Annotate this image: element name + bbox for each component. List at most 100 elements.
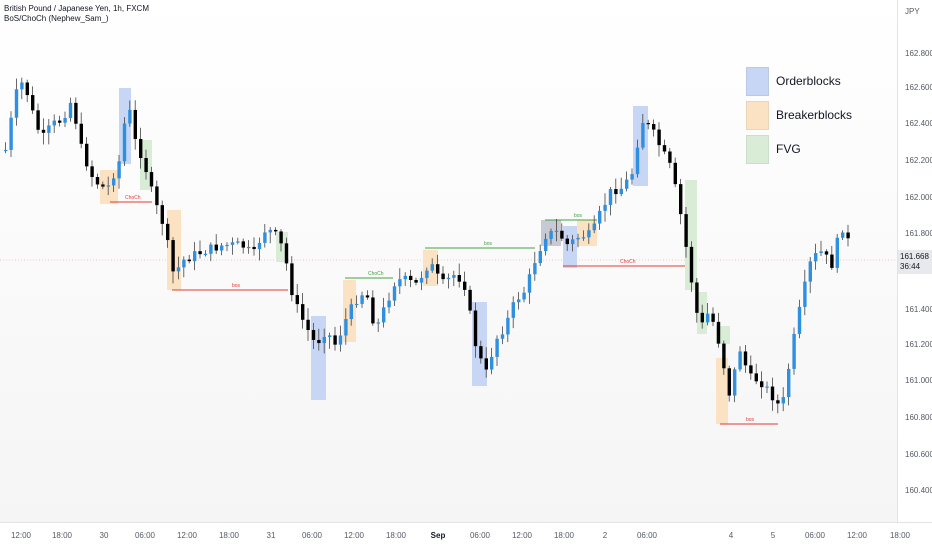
candle-body (835, 237, 839, 268)
candle-body (52, 120, 56, 126)
structure-lines: ChoCh bos ChoCh bos bos ChoCh bos (110, 195, 778, 425)
candle-body (635, 147, 640, 175)
candle-body (446, 277, 451, 280)
candle-body (252, 246, 256, 250)
fvg-zone (685, 180, 697, 290)
candle-body (495, 338, 499, 357)
time-tick: 06:00 (134, 531, 156, 540)
last-price-value: 161.668 (900, 252, 929, 261)
candle-body (79, 123, 83, 144)
candle-body (31, 95, 35, 111)
candle-body (554, 230, 559, 232)
candle-body (182, 259, 186, 268)
chart-area[interactable]: ChoCh bos ChoCh bos bos ChoCh bos Britis… (0, 0, 897, 522)
candlestick-chart[interactable]: ChoCh bos ChoCh bos bos ChoCh bos (0, 0, 897, 522)
candle-body (549, 231, 553, 239)
candle-body (511, 302, 515, 318)
candle-body (571, 239, 575, 245)
time-tick: 12:00 (846, 531, 868, 540)
price-axis[interactable]: JPY 162.800 162.600 162.400 162.200 162.… (897, 0, 932, 522)
candle-body (614, 189, 618, 195)
candle-body (301, 304, 305, 320)
candle-body (581, 237, 586, 239)
choch-label: ChoCh (368, 271, 384, 277)
candle-body (403, 275, 407, 280)
candles (4, 77, 850, 414)
candle-body (230, 242, 235, 245)
indicator-title[interactable]: BoS/ChoCh (Nephew_Sam_) (4, 14, 109, 23)
candle-body (565, 238, 569, 245)
breakerblock-zone (577, 220, 597, 246)
candle-body (225, 244, 229, 247)
candle-body (144, 158, 148, 173)
candle-body (220, 245, 224, 251)
price-tick: 162.400 (905, 119, 932, 128)
time-tick: 31 (266, 531, 276, 540)
time-tick: 12:00 (10, 531, 32, 540)
candle-body (662, 145, 667, 152)
candle-body (311, 330, 316, 340)
candle-body (500, 334, 505, 339)
price-tick: 162.800 (905, 49, 932, 58)
candle-body (236, 241, 240, 243)
time-tick: 18:00 (218, 531, 240, 540)
candle-body (587, 230, 591, 238)
candle-body (517, 299, 521, 303)
price-tick: 160.400 (905, 486, 932, 495)
candle-body (241, 241, 245, 248)
candle-body (441, 273, 445, 280)
candle-body (101, 184, 105, 187)
bos-label: bos (746, 417, 755, 423)
candle-body (452, 275, 456, 278)
candle-body (128, 109, 132, 124)
time-tick: 5 (770, 531, 776, 540)
choch-label: ChoCh (620, 259, 636, 265)
candle-body (430, 264, 434, 271)
candle-body (263, 232, 267, 243)
candle-body (479, 346, 483, 359)
candle-body (333, 335, 337, 345)
candle-body (133, 109, 137, 140)
candle-body (684, 214, 688, 247)
bos-label: bos (232, 283, 241, 289)
legend-swatch (746, 134, 769, 164)
legend-item-fvg: FVG (746, 134, 852, 164)
breakerblock-zone (716, 358, 728, 424)
candle-body (695, 282, 699, 313)
candle-body (279, 231, 283, 244)
time-axis[interactable]: 12:00 18:00 30 06:00 12:00 18:00 31 06:0… (0, 522, 932, 551)
candle-body (160, 205, 164, 224)
orderblock-zone (563, 226, 577, 268)
legend-item-orderblocks: Orderblocks (746, 66, 852, 96)
candle-body (436, 264, 440, 274)
candle-body (58, 120, 62, 123)
candle-body (176, 267, 181, 272)
legend-label: Orderblocks (776, 74, 841, 88)
candle-body (711, 313, 715, 322)
chart-header: British Pound / Japanese Yen, 1h, FXCM B… (4, 4, 149, 24)
price-tick: 160.800 (905, 413, 932, 422)
candle-body (344, 319, 348, 336)
candle-body (603, 204, 607, 211)
candle-body (830, 254, 834, 268)
candle-body (20, 82, 24, 90)
candle-body (706, 313, 710, 323)
candle-body (376, 322, 380, 324)
candle-body (765, 386, 769, 388)
candle-body (257, 242, 262, 250)
price-tick: 161.400 (905, 305, 932, 314)
candle-body (716, 321, 721, 344)
time-tick: 06:00 (636, 531, 658, 540)
choch-label: ChoCh (125, 195, 141, 201)
candle-body (25, 82, 29, 96)
orderblock-zone (633, 106, 648, 186)
candle-body (203, 253, 208, 255)
candle-body (112, 178, 116, 186)
candle-body (360, 295, 364, 304)
time-tick: 18:00 (51, 531, 73, 540)
candle-body (722, 343, 726, 369)
candle-body (846, 232, 850, 239)
candle-body (209, 244, 213, 254)
candle-body (193, 251, 197, 262)
candle-body (792, 333, 796, 369)
